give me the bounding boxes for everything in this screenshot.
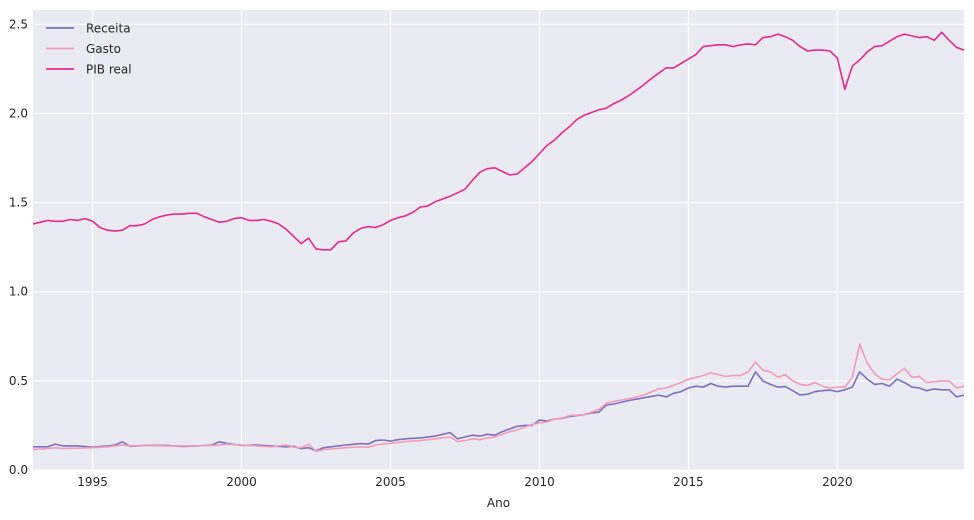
series-line-2 bbox=[33, 31, 964, 251]
x-tick-label: 1995 bbox=[77, 475, 108, 489]
y-tick-label: 2.0 bbox=[9, 106, 28, 120]
x-tick-label: 2005 bbox=[375, 475, 406, 489]
x-tick-label: 2000 bbox=[226, 475, 257, 489]
legend: Receita Gasto PIB real bbox=[46, 22, 132, 77]
y-tick-label: 1.0 bbox=[9, 285, 28, 299]
series-line-1 bbox=[33, 343, 964, 453]
x-axis-label: Ano bbox=[487, 496, 510, 510]
x-tick-label: 2010 bbox=[524, 475, 555, 489]
y-tick-label: 2.5 bbox=[9, 17, 28, 31]
y-tick-label: 0.5 bbox=[9, 374, 28, 388]
x-tick-label: 2020 bbox=[822, 475, 853, 489]
legend-label: Gasto bbox=[86, 42, 121, 56]
y-axis-ticks: 0.0 0.5 1.0 1.5 2.0 2.5 bbox=[9, 17, 28, 477]
y-tick-label: 0.0 bbox=[9, 463, 28, 477]
x-tick-label: 2015 bbox=[673, 475, 704, 489]
x-axis-ticks: 1995 2000 2005 2010 2015 2020 bbox=[77, 475, 852, 489]
plot-area bbox=[33, 10, 964, 470]
legend-label: PIB real bbox=[86, 63, 132, 77]
gridlines bbox=[33, 10, 964, 471]
legend-label: Receita bbox=[86, 22, 131, 36]
y-tick-label: 1.5 bbox=[9, 196, 28, 210]
series-lines bbox=[33, 31, 964, 453]
